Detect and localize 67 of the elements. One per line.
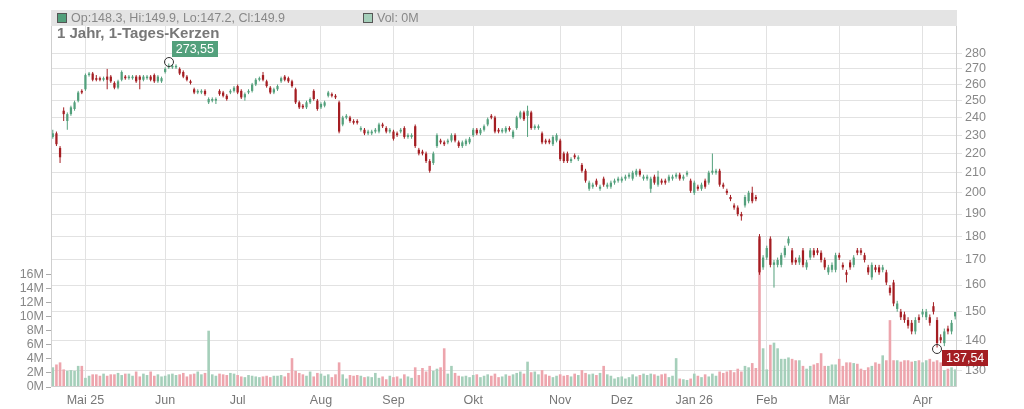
candlestick (214, 96, 218, 105)
y2-tick-label: 4M (26, 351, 44, 366)
y-tick-label: 140 (965, 332, 986, 347)
candlestick (526, 105, 529, 138)
x-tick-label: Nov (549, 392, 573, 407)
y2-tick-label: 0M (26, 379, 44, 394)
x-tick-label: Jul (229, 392, 246, 407)
candlestick (892, 279, 895, 307)
text: 1 Jahr, 1-Tages-Kerzen (57, 23, 220, 41)
candlestick (772, 259, 776, 289)
x-tick-label: Sep (382, 392, 405, 407)
x-tick-label: Jun (155, 392, 176, 407)
candlestick (359, 125, 362, 133)
y2-tick-label: 16M (19, 266, 44, 281)
candlestick (859, 247, 863, 256)
x-tick-label: Jan 26 (675, 392, 714, 407)
y2-tick-label: 2M (26, 365, 44, 380)
y-tick-label: 190 (965, 206, 986, 221)
y-tick-label: 200 (965, 185, 986, 200)
y-tick-label: 220 (965, 145, 986, 160)
x-tick-label: Okt (463, 392, 484, 407)
y-tick-label: 260 (965, 76, 986, 91)
candlestick (406, 132, 410, 140)
x-tick-label: Feb (755, 392, 778, 407)
candlestick (569, 156, 573, 164)
candlestick (801, 247, 805, 268)
y-tick-label: 160 (965, 277, 986, 292)
y-tick-label: 150 (965, 304, 986, 319)
y2-tick-label: 8M (26, 323, 44, 338)
x-tick-label: Aug (309, 392, 333, 407)
candlestick (711, 152, 714, 176)
candlestick (812, 247, 815, 259)
x-tick-label: Mär (828, 392, 850, 407)
candlestick (733, 202, 736, 211)
x-tick-label: Mai 25 (66, 392, 105, 407)
y-tick-label: 210 (965, 165, 986, 180)
annotation: Vol: 0M (377, 11, 419, 25)
y-tick-label: 230 (965, 127, 986, 142)
y2-tick-label: 14M (19, 280, 44, 295)
candlestick (877, 264, 881, 276)
annotation: Op:148.3, Hi:149.9, Lo:147.2, Cl:149.9 (71, 11, 286, 25)
candlestick (906, 316, 910, 330)
candlestick (627, 172, 631, 180)
candlestick (917, 313, 921, 324)
x-tick-label: Dez (610, 392, 633, 407)
y-tick-label: 180 (965, 228, 986, 243)
candlestick (834, 252, 837, 273)
candlestick (848, 259, 852, 271)
y-tick-label: 270 (965, 61, 986, 76)
annotation: 273,55 (171, 41, 218, 58)
candlestick (482, 123, 486, 133)
y2-tick-label: 6M (26, 337, 44, 352)
candlestick (414, 123, 417, 149)
x-tick-label: Apr (912, 392, 933, 407)
annotation: 137,54 (942, 349, 989, 366)
y-tick-label: 280 (965, 46, 986, 61)
y-tick-label: 250 (965, 93, 986, 108)
candlestick (714, 168, 718, 176)
candlestick (530, 110, 533, 131)
y-tick-label: 170 (965, 252, 986, 267)
y2-tick-label: 10M (19, 309, 44, 324)
candlestick (675, 172, 678, 180)
candlestick (395, 131, 399, 138)
y2-tick-label: 12M (19, 295, 44, 309)
candlestick (646, 174, 649, 182)
y-tick-label: 240 (965, 110, 986, 124)
candlestick (685, 170, 689, 178)
